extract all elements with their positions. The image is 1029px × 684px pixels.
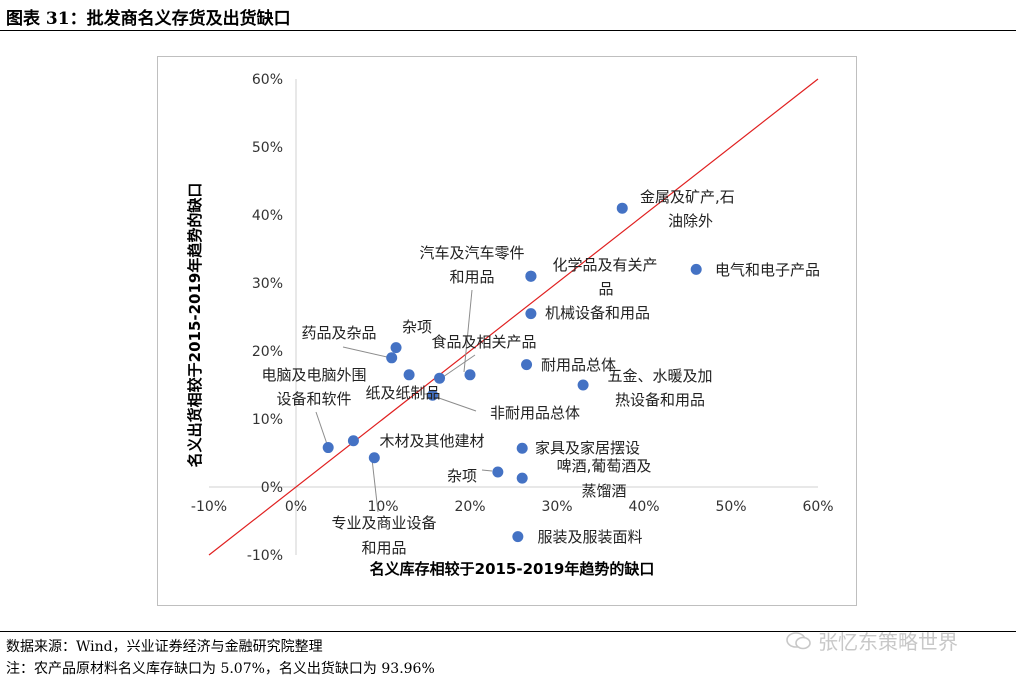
data-point [434, 372, 446, 384]
data-point [516, 472, 528, 484]
y-tick-label: 20% [252, 344, 283, 360]
point-label: 杂项 [402, 318, 432, 336]
x-axis-title: 名义库存相较于2015-2019年趋势的缺口 [370, 560, 655, 578]
source-note: 数据来源：Wind，兴业证券经济与金融研究院整理 [6, 639, 323, 655]
footnote: 注：农产品原材料名义库存缺口为 5.07%，名义出货缺口为 93.96% [6, 661, 435, 677]
x-tick-label: 50% [715, 499, 746, 515]
y-tick-label: 10% [252, 412, 283, 428]
y-tick-label: 0% [261, 480, 283, 496]
data-point [525, 270, 537, 282]
point-label: 家具及家居摆设 [535, 439, 640, 457]
data-point [690, 263, 702, 275]
x-tick-label: 10% [367, 499, 398, 515]
point-label: 耐用品总体 [541, 356, 616, 374]
point-label: 化学品及有关产品 [552, 256, 657, 298]
point-label: 专业及商业设备和用品 [331, 514, 436, 557]
data-point [403, 369, 415, 381]
data-point [368, 452, 380, 464]
top-rule [0, 30, 1016, 31]
x-tick-label: -10% [191, 499, 227, 515]
data-point [347, 435, 359, 447]
x-tick-label: 0% [285, 499, 307, 515]
point-label: 纸及纸制品 [365, 384, 440, 402]
point-label: 机械设备和用品 [545, 304, 650, 322]
data-point [521, 359, 533, 371]
point-label: 杂项 [447, 467, 477, 485]
point-label: 木材及其他建材 [379, 432, 484, 450]
data-point [390, 342, 402, 354]
point-label: 啤酒,葡萄酒及蒸馏酒 [557, 457, 652, 500]
data-point [427, 389, 439, 401]
leader-line [435, 396, 477, 412]
data-point [616, 202, 628, 214]
data-point [492, 466, 504, 478]
y-tick-label: 60% [252, 72, 283, 88]
point-label: 汽车及汽车零件和用品 [419, 244, 524, 286]
leader-line [315, 411, 329, 448]
y-axis-title: 名义出货相较于2015-2019年趋势的缺口 [186, 183, 204, 468]
data-point [512, 531, 524, 543]
y-tick-label: 40% [252, 208, 283, 224]
leader-line [342, 346, 388, 358]
data-point [577, 379, 589, 391]
watermark-text: 张忆东策略世界 [818, 630, 958, 654]
point-label: 服装及服装面料 [537, 528, 642, 546]
leader-line [442, 354, 476, 378]
bottom-rule [0, 631, 1016, 632]
watermark: 张忆东策略世界 [786, 626, 958, 655]
point-label: 药品及杂品 [301, 324, 376, 342]
point-label: 电脑及电脑外围设备和软件 [261, 366, 366, 408]
y-tick-label: 50% [252, 140, 283, 156]
y-tick-label: 30% [252, 276, 283, 292]
figure-title: 图表 31：批发商名义存货及出货缺口 [6, 9, 291, 29]
x-tick-label: 40% [628, 499, 659, 515]
data-point [516, 442, 528, 454]
data-point [525, 308, 537, 320]
data-point [322, 442, 334, 454]
x-tick-label: 20% [454, 499, 485, 515]
point-label: 五金、水暖及加热设备和用品 [607, 367, 712, 409]
point-label: 金属及矿产,石油除外 [640, 188, 735, 230]
x-tick-label: 60% [802, 499, 833, 515]
chart-frame [157, 56, 857, 606]
leader-line [463, 289, 473, 373]
y-tick-label: -10% [247, 548, 283, 564]
point-label: 非耐用品总体 [490, 404, 580, 422]
point-label: 食品及相关产品 [431, 333, 536, 351]
leader-line [481, 469, 493, 472]
point-label: 电气和电子产品 [715, 261, 820, 279]
leader-line [371, 458, 379, 513]
x-tick-label: 30% [541, 499, 572, 515]
wechat-icon [786, 631, 811, 649]
reference-line-y-equals-x [208, 78, 819, 556]
data-point [386, 352, 398, 364]
data-point [464, 369, 476, 381]
